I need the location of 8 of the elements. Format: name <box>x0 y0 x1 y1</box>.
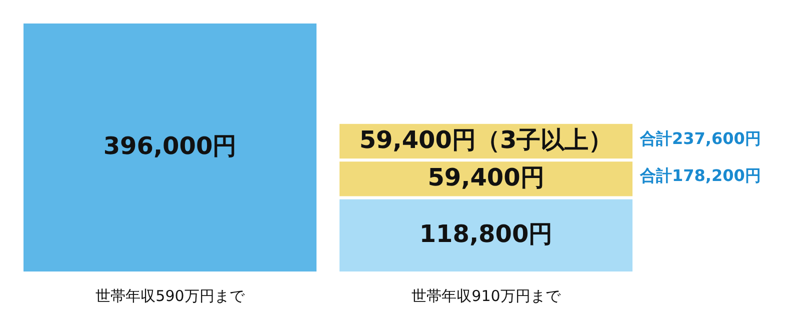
annotation: 合計237,600円 <box>639 128 761 148</box>
annotation: 合計178,200円 <box>639 166 761 185</box>
data-label: 59,400円（3子以上） <box>359 126 613 154</box>
x-tick-label: 世帯年収590万円まで <box>96 287 246 306</box>
data-label: 59,400円 <box>428 163 544 192</box>
data-label: 396,000円 <box>103 132 237 160</box>
data-label: 118,800円 <box>419 220 553 248</box>
x-tick-label: 世帯年収910万円まで <box>412 287 562 306</box>
